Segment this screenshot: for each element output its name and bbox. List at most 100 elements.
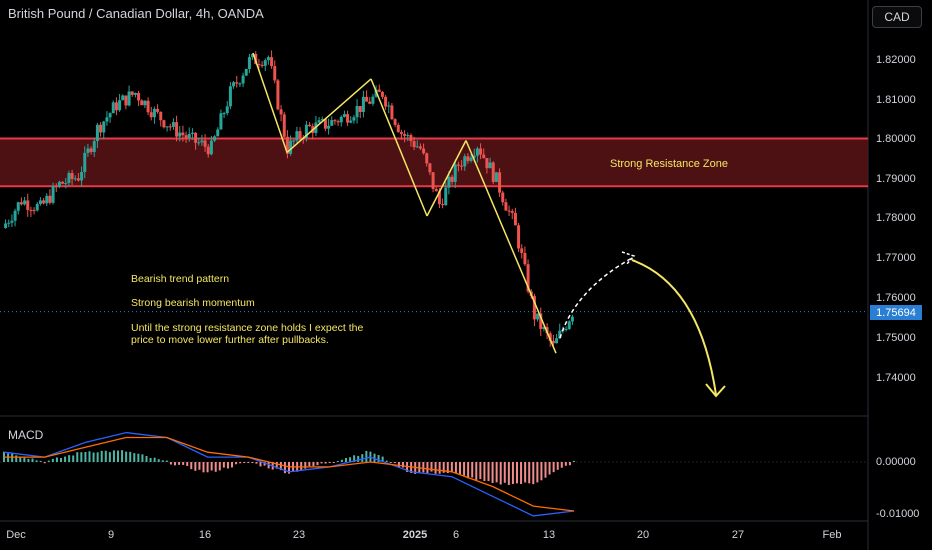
macd-histogram-bar: [540, 462, 543, 481]
macd-histogram-bar: [357, 455, 360, 462]
y-tick-label: 1.77000: [876, 252, 916, 264]
macd-histogram-bar: [336, 460, 339, 462]
macd-histogram-bar: [210, 462, 213, 471]
candle-body: [542, 327, 546, 329]
note-bearish-pattern: Bearish trend pattern: [131, 273, 230, 285]
x-tick-label: 9: [107, 529, 115, 541]
macd-histogram-bar: [450, 462, 453, 472]
macd-histogram-bar: [353, 455, 356, 462]
candle-body: [339, 116, 343, 123]
macd-histogram-bar: [60, 457, 62, 462]
candle-body: [181, 132, 185, 136]
macd-histogram-bar: [393, 462, 396, 463]
candle-body: [232, 82, 236, 87]
candle-body: [99, 124, 103, 133]
macd-histogram-bar: [88, 451, 91, 462]
candle-body: [403, 133, 407, 136]
candle-body: [358, 105, 362, 113]
y-tick-label: 1.82000: [876, 54, 916, 66]
macd-histogram-bar: [247, 462, 250, 463]
candle-body: [409, 135, 413, 142]
macd-histogram-bar: [487, 462, 490, 482]
candle-body: [513, 212, 517, 226]
macd-histogram-bar: [157, 459, 160, 462]
macd-histogram-bar: [308, 462, 311, 467]
candle-body: [111, 102, 115, 114]
macd-histogram-bar: [27, 458, 30, 462]
macd-histogram-bar: [19, 456, 22, 462]
macd-histogram-bar: [300, 462, 303, 471]
x-tick-label: 27: [731, 529, 745, 541]
candle-body: [292, 140, 296, 142]
candle-body: [365, 96, 369, 102]
macd-histogram-bar: [564, 462, 567, 466]
candle-body: [114, 102, 118, 111]
macd-histogram-bar: [381, 456, 384, 462]
macd-histogram-bar: [133, 453, 136, 462]
macd-histogram-bar: [573, 460, 575, 462]
candle-body: [270, 57, 274, 67]
macd-histogram-bar: [64, 456, 67, 462]
macd-histogram-bar: [153, 457, 156, 462]
candle-body: [209, 140, 213, 155]
macd-histogram-bar: [35, 460, 38, 462]
projected-decline-arrowhead: [705, 383, 726, 398]
macd-histogram-bar: [324, 462, 327, 464]
signal-line: [4, 436, 575, 512]
candle-body: [137, 92, 141, 101]
candle-body: [45, 195, 49, 204]
note-expectation-line1: Until the strong resistance zone holds I…: [131, 322, 364, 334]
macd-histogram-bar: [275, 462, 278, 469]
candle-body: [564, 328, 568, 330]
macd-histogram-bar: [511, 462, 514, 485]
candle-body: [308, 124, 312, 127]
y-tick-label: 1.81000: [876, 94, 916, 106]
candle-body: [282, 114, 286, 137]
candle-body: [216, 129, 220, 137]
macd-histogram-bar: [149, 457, 152, 462]
candle-body: [54, 186, 58, 188]
candle-body: [466, 156, 470, 161]
y-tick-label: 1.79000: [876, 173, 916, 185]
candle-body: [336, 121, 340, 123]
macd-histogram-bar: [178, 462, 181, 465]
candle-body: [260, 64, 264, 66]
candle-body: [570, 316, 574, 322]
macd-histogram-bar: [267, 462, 270, 469]
candle-body: [23, 200, 27, 205]
candle-body: [377, 89, 381, 92]
macd-histogram-bar: [80, 452, 83, 462]
y-tick-label: 1.76000: [876, 292, 916, 304]
candle-body: [285, 136, 289, 154]
candle-body: [491, 162, 495, 182]
candle-body: [165, 126, 169, 128]
pattern-line: [465, 140, 557, 354]
macd-histogram-bar: [255, 462, 258, 464]
candle-body: [396, 124, 400, 133]
candle-body: [447, 176, 451, 188]
macd-histogram-bar: [377, 455, 380, 462]
macd-histogram-bar: [161, 460, 164, 462]
candle-body: [70, 173, 74, 179]
candle-body: [35, 204, 39, 211]
pattern-line: [370, 78, 428, 217]
macd-histogram-bar: [283, 462, 286, 474]
candle-body: [361, 96, 365, 113]
macd-histogram-bar: [499, 462, 502, 485]
candle-body: [247, 57, 251, 69]
candle-body: [390, 105, 394, 120]
pattern-line: [286, 78, 372, 153]
candle-body: [425, 153, 429, 164]
macd-histogram-bar: [202, 462, 205, 473]
macd-histogram-bar: [141, 454, 144, 462]
candle-body: [67, 173, 71, 183]
candle-body: [200, 140, 204, 143]
candle-body: [146, 100, 150, 113]
currency-button[interactable]: CAD: [872, 6, 922, 28]
macd-histogram-bar: [385, 460, 388, 462]
candle-body: [251, 53, 255, 58]
candle-body: [441, 204, 445, 206]
candle-body: [298, 131, 302, 138]
macd-histogram-bar: [316, 462, 319, 466]
